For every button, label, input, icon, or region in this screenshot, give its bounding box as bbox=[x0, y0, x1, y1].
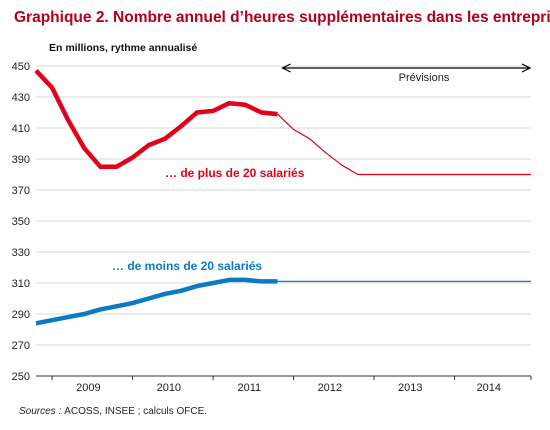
forecast-marker: Prévisions bbox=[281, 63, 532, 84]
series-labels: … de plus de 20 salariés … de moins de 20… bbox=[112, 166, 305, 273]
y-tick-label: 290 bbox=[12, 309, 30, 321]
series-1-observed-line bbox=[35, 277, 278, 326]
series-lines bbox=[34, 69, 531, 326]
y-tick-label: 250 bbox=[12, 371, 30, 383]
y-tick-label: 350 bbox=[12, 216, 30, 228]
y-tick-label: 370 bbox=[12, 185, 30, 197]
gridlines bbox=[36, 65, 531, 346]
series-0-observed-line bbox=[34, 69, 278, 170]
y-tick-label: 450 bbox=[12, 61, 30, 73]
source-prefix: Sources : bbox=[19, 406, 61, 417]
forecast-arrow-right-head bbox=[521, 63, 532, 73]
y-tick-label: 430 bbox=[12, 92, 30, 104]
y-tick-label: 330 bbox=[12, 247, 30, 259]
series-1-label: … de moins de 20 salariés bbox=[112, 259, 262, 273]
forecast-arrow-left-head bbox=[281, 63, 291, 73]
y-axis-ticks: 450 430 410 390 370 350 330 310 290 270 250 bbox=[12, 61, 30, 383]
chart-title: Graphique 2. Nombre annuel d’heures supp… bbox=[14, 9, 550, 26]
x-tick-label: 2010 bbox=[157, 382, 181, 394]
series-0-forecast-line bbox=[277, 113, 531, 176]
y-tick-label: 410 bbox=[12, 123, 30, 135]
y-tick-label: 310 bbox=[12, 278, 30, 290]
x-axis: 2009 2010 2011 2012 2013 2014 bbox=[36, 375, 532, 394]
series-0-label: … de plus de 20 salariés bbox=[165, 166, 305, 180]
source-note: Sources : ACOSS, INSEE ; calculs OFCE. bbox=[19, 406, 207, 417]
forecast-label: Prévisions bbox=[399, 72, 450, 84]
y-tick-label: 270 bbox=[12, 340, 30, 352]
x-tick-label: 2014 bbox=[477, 382, 501, 394]
x-tick-label: 2011 bbox=[237, 382, 261, 394]
x-tick-label: 2012 bbox=[318, 382, 342, 394]
source-text: ACOSS, INSEE ; calculs OFCE. bbox=[64, 406, 207, 417]
y-tick-label: 390 bbox=[12, 154, 30, 166]
x-tick-label: 2009 bbox=[76, 382, 100, 394]
y-axis-label: En millions, rythme annualisé bbox=[49, 42, 197, 54]
x-tick-label: 2013 bbox=[398, 382, 422, 394]
